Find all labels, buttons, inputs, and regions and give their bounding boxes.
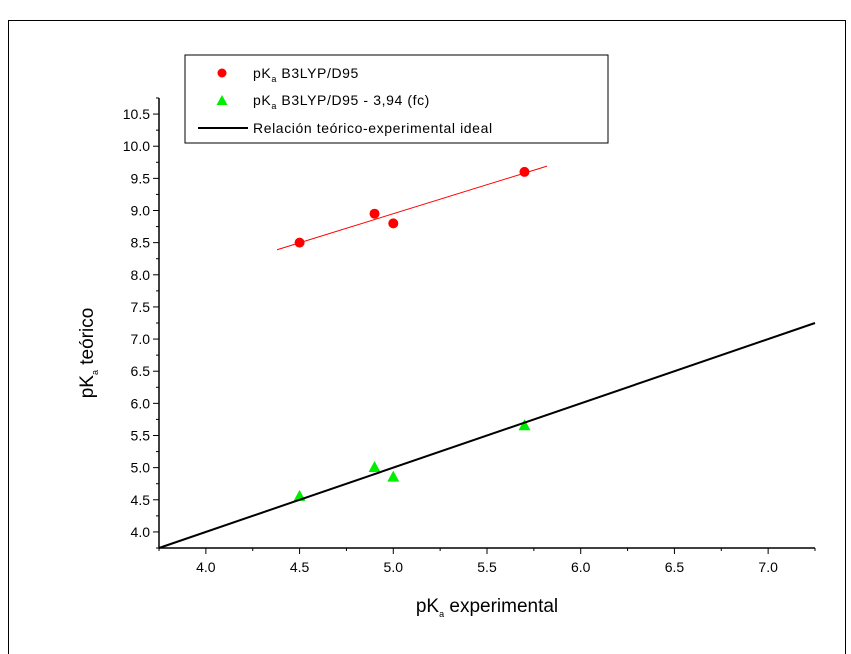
y-tick-label: 10.5 bbox=[123, 106, 150, 122]
y-tick-label: 7.0 bbox=[131, 331, 151, 347]
legend-label-ideal: Relación teórico-experimental ideal bbox=[253, 120, 493, 136]
x-tick-label: 6.0 bbox=[571, 559, 591, 575]
y-tick-label: 6.0 bbox=[131, 395, 151, 411]
data-point-circle bbox=[369, 208, 380, 219]
y-tick-label: 4.5 bbox=[131, 492, 151, 508]
legend-marker-corrected bbox=[216, 95, 228, 105]
y-tick-label: 8.0 bbox=[131, 267, 151, 283]
y-tick-label: 6.5 bbox=[131, 363, 151, 379]
y-tick-label: 10.0 bbox=[123, 138, 150, 154]
x-tick-label: 7.0 bbox=[758, 559, 778, 575]
y-tick-label: 9.0 bbox=[131, 203, 151, 219]
data-marks bbox=[158, 165, 816, 549]
ideal-line bbox=[158, 322, 816, 549]
data-point-circle bbox=[294, 237, 305, 248]
y-tick-label: 7.5 bbox=[131, 299, 151, 315]
y-tick-label: 5.5 bbox=[131, 428, 151, 444]
x-tick-label: 4.0 bbox=[196, 559, 216, 575]
y-tick-label: 4.0 bbox=[131, 524, 151, 540]
y-tick-label: 5.0 bbox=[131, 460, 151, 476]
x-axis-title: pKa experimental bbox=[416, 596, 558, 619]
data-point-triangle bbox=[518, 419, 531, 431]
x-tick-label: 5.5 bbox=[477, 559, 497, 575]
data-point-circle bbox=[519, 166, 530, 177]
legend: pKa B3LYP/D95 pKa B3LYP/D95 - 3,94 (fc) … bbox=[184, 54, 609, 144]
fit-line bbox=[276, 165, 548, 251]
legend-marker-b3lyp bbox=[217, 68, 227, 78]
plot-area bbox=[158, 98, 815, 549]
x-tick-label: 5.0 bbox=[384, 559, 404, 575]
y-tick-label: 9.5 bbox=[131, 170, 151, 186]
data-point-circle bbox=[388, 218, 399, 229]
legend-label-corrected: pKa B3LYP/D95 - 3,94 (fc) bbox=[253, 92, 430, 111]
legend-box bbox=[184, 54, 609, 144]
x-tick-label: 4.5 bbox=[290, 559, 310, 575]
axis-ticks: 4.0 4.5 5.0 5.5 6.0 6.5 7.0 4.0 4.5 5.0 5.5 6.0 6.5 7… bbox=[123, 97, 816, 575]
data-point-triangle bbox=[387, 470, 400, 482]
y-axis-title: pKa teórico bbox=[77, 308, 100, 399]
y-tick-label: 8.5 bbox=[131, 235, 151, 251]
data-point-triangle bbox=[368, 461, 381, 472]
x-tick-label: 6.5 bbox=[665, 559, 685, 575]
legend-label-b3lyp: pKa B3LYP/D95 bbox=[253, 65, 359, 84]
chart-frame bbox=[8, 20, 846, 654]
